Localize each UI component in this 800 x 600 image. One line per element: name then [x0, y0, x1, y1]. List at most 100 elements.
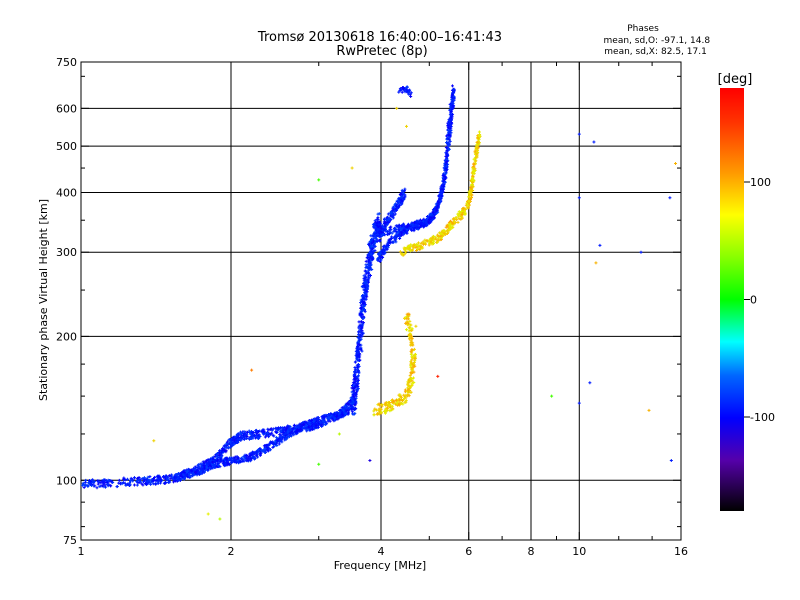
trace-point [385, 232, 389, 236]
trace-point [256, 448, 260, 452]
trace-point [187, 473, 191, 477]
trace-point [410, 228, 414, 232]
trace-point [379, 255, 383, 259]
trace-point [352, 384, 356, 388]
trace-point [126, 482, 130, 486]
trace-point [310, 425, 314, 429]
trace-point [132, 483, 136, 487]
trace-point [307, 425, 311, 429]
trace-point [222, 444, 226, 448]
colorbar-label: [deg] [718, 72, 753, 87]
trace-point [362, 284, 366, 287]
trace-point [362, 304, 366, 308]
trace-point [384, 245, 388, 249]
trace-point [376, 257, 380, 261]
trace-point [352, 376, 356, 380]
trace-point [275, 443, 279, 447]
trace-point [393, 226, 397, 230]
trace-point [274, 431, 278, 435]
trace-point [244, 433, 248, 437]
trace-point [279, 436, 283, 440]
trace-point [233, 459, 237, 463]
trace-point [185, 469, 189, 473]
trace-point [239, 432, 243, 436]
trace-point [359, 333, 363, 337]
trace-point [365, 279, 369, 283]
trace-point [353, 360, 357, 364]
trace-point [353, 370, 357, 374]
trace-point [235, 434, 239, 438]
trace-point [117, 478, 121, 482]
trace-point [320, 415, 324, 419]
trace-point [242, 430, 246, 434]
trace-point [271, 433, 275, 437]
y-tick-label: 600 [56, 102, 77, 115]
trace-point [235, 457, 239, 461]
trace-point [289, 434, 293, 438]
trace-point [250, 430, 254, 434]
trace-point [389, 210, 393, 214]
trace-point [284, 437, 288, 441]
trace-point [358, 328, 362, 332]
trace-point [386, 245, 390, 249]
trace-point [356, 387, 360, 391]
trace-point [131, 479, 135, 483]
trace-point [267, 428, 271, 432]
trace-point [155, 478, 159, 482]
trace-point [357, 337, 361, 341]
trace-point [446, 125, 450, 129]
y-tick-label: 300 [56, 246, 77, 259]
trace-point [391, 216, 395, 220]
trace-point [256, 455, 260, 459]
trace-point [106, 478, 110, 482]
trace-point [305, 423, 309, 427]
trace-point [375, 239, 379, 243]
trace-point [354, 378, 358, 382]
trace-point [279, 433, 283, 437]
trace-point [236, 456, 240, 460]
trace-point [353, 365, 357, 369]
trace-point [278, 439, 282, 443]
trace-point [103, 481, 107, 485]
trace-point [289, 428, 293, 432]
trace-point [163, 481, 167, 485]
trace-point [220, 450, 224, 454]
trace-point [328, 419, 332, 423]
trace-point [350, 390, 354, 394]
trace-point [148, 478, 152, 482]
trace-point [332, 413, 336, 417]
trace-point [376, 228, 380, 232]
trace-point [403, 193, 407, 197]
trace-point [267, 446, 271, 450]
trace-point [194, 470, 198, 474]
trace-point [249, 457, 253, 461]
trace-point [236, 440, 240, 444]
trace-point [449, 110, 453, 114]
trace-point [295, 431, 299, 435]
trace-point [136, 481, 140, 485]
y-tick-label: 750 [56, 56, 77, 69]
trace-point [356, 348, 360, 352]
trace-point [215, 454, 219, 458]
trace-point [389, 228, 393, 232]
trace-point [294, 429, 298, 433]
trace-point [341, 413, 345, 417]
trace-point [381, 233, 385, 237]
trace-point [286, 430, 290, 434]
trace-point [365, 265, 369, 269]
trace-point [359, 324, 363, 328]
trace-point [247, 454, 251, 458]
trace-point [174, 475, 178, 479]
trace-point [356, 374, 360, 378]
trace-point [155, 481, 159, 485]
trace-point [275, 428, 279, 432]
trace-point [246, 459, 250, 463]
stats-x-label: mean, sd,X: [604, 47, 658, 57]
trace-point [387, 238, 391, 242]
trace-point [350, 402, 354, 406]
trace-point [195, 468, 199, 472]
trace-point [373, 219, 377, 223]
trace-point [183, 473, 187, 477]
trace-point [372, 241, 376, 245]
trace-point [262, 428, 266, 432]
